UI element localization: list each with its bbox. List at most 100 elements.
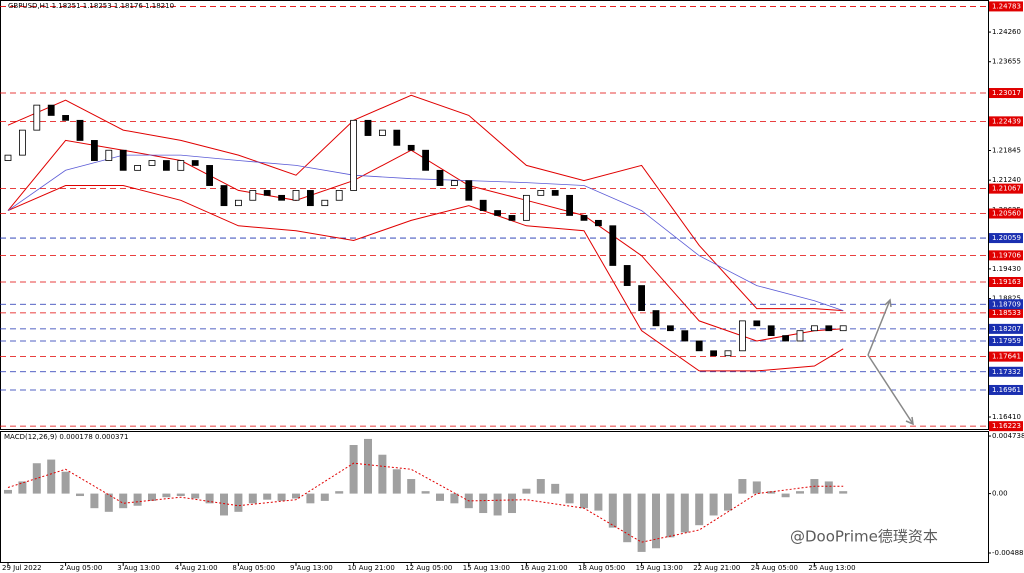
level-label: 1.20059 [992,234,1021,242]
macd-bar [61,471,70,494]
macd-bar [580,493,588,509]
macd-bar [680,493,689,533]
candle [609,225,617,266]
candle [206,165,214,186]
x-tick-label: 29 Jul 2022 [2,564,42,572]
macd-bar [263,493,272,500]
candle [234,199,242,207]
macd-bar [493,493,502,516]
level-label: 1.17332 [992,368,1021,376]
candle [667,325,674,332]
level-label: 1.16961 [992,386,1021,394]
y-tick-label: 1.18825 [992,295,1021,303]
candle [508,215,516,221]
x-tick-label: 22 Aug 21:00 [693,564,740,572]
level-label: 1.19706 [992,251,1021,259]
level-label-box [989,88,1023,99]
macd-bar [436,493,444,501]
macd-bar [292,493,300,499]
x-tick-label: 10 Aug 21:00 [348,564,395,572]
macd-bar [277,493,286,501]
x-tick-label: 24 Aug 05:00 [751,564,798,572]
macd-bar [119,493,128,509]
candle [623,265,631,286]
macd-bar [176,493,185,497]
macd-bar [695,493,704,526]
candle [436,169,444,186]
level-label-box [989,384,1023,395]
macd-bar [724,493,732,511]
macd-bar [637,493,646,552]
candle [134,165,142,171]
x-tick-label: 16 Aug 21:00 [520,564,567,572]
x-tick-label: 4 Aug 21:00 [175,564,218,572]
macd-bar [623,493,632,543]
level-label: 1.18207 [992,325,1021,333]
macd-bar [450,493,459,504]
x-tick-label: 15 Aug 13:00 [463,564,510,572]
level-label-box [989,421,1023,432]
level-label-box [989,351,1023,362]
macd-title: MACD(12,26,9) 0.000178 0.000371 [4,433,128,441]
x-tick-label: 12 Aug 05:00 [405,564,452,572]
macd-bar [364,438,372,494]
level-label-box [989,183,1023,194]
level-label-box [989,336,1023,347]
macd-bar [479,493,488,514]
candle [105,149,113,161]
macd-bar [320,493,329,501]
candle [18,129,26,156]
y-tick-label: 0.004738 [992,432,1024,440]
macd-bar [709,493,718,516]
macd-bar [608,493,617,528]
candle [350,119,358,191]
macd-bar [536,479,545,494]
macd-bar [205,493,214,504]
candle [407,144,415,151]
candle [739,320,746,352]
candle [479,199,487,211]
macd-bar [839,491,848,494]
level-label-box [989,116,1023,127]
candle [811,325,818,332]
level-label-box [989,1,1023,12]
macd-bar [234,493,243,512]
x-tick-label: 8 Aug 05:00 [232,564,275,572]
candle [335,190,343,201]
macd-bar [76,493,84,497]
candle [278,194,286,201]
level-label-box [989,366,1023,377]
level-label: 1.16223 [992,422,1021,430]
projection-arrows [867,298,914,426]
candle [710,350,717,357]
level-label: 1.18533 [992,309,1021,317]
candle [595,219,602,227]
level-label-box [989,250,1023,261]
candle [119,149,127,171]
level-label: 1.17959 [992,337,1021,345]
symbol-title: GBPUSD,H1 1.18251 1.18253 1.18176 1.1821… [8,2,174,10]
level-label: 1.17641 [992,353,1021,361]
y-tick-label: 1.24260 [992,28,1021,36]
candle [422,149,430,171]
y-tick-label: -0.004889 [992,549,1024,557]
x-tick-label: 9 Aug 13:00 [290,564,333,572]
candle [4,154,12,161]
macd-bar [306,493,315,504]
macd-bar [824,481,833,494]
candle [767,325,775,336]
candle [782,335,789,342]
macd-bar [148,493,156,501]
macd-bar [652,493,660,549]
macd-bar [738,479,747,494]
candle [523,194,530,221]
macd-bar [522,488,531,494]
macd-bar [508,493,516,514]
macd-bar [752,481,761,494]
candle [551,190,559,196]
candle [681,330,689,342]
candle [753,320,761,327]
level-label: 1.21067 [992,185,1021,193]
